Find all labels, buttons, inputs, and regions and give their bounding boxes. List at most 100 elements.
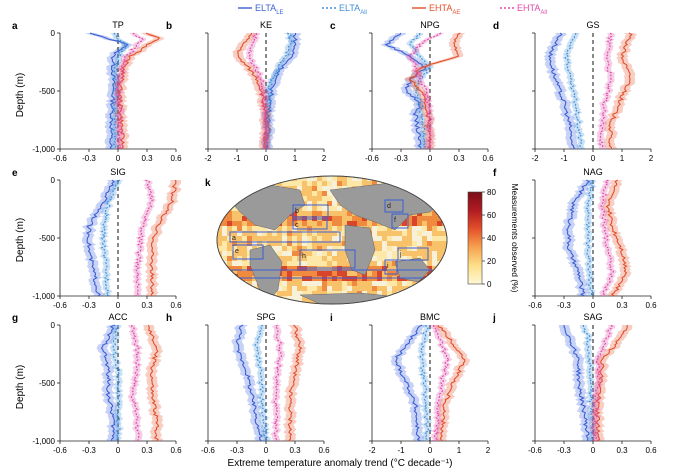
map-cell xyxy=(232,196,237,201)
map-cell xyxy=(347,281,352,286)
map-cell xyxy=(432,201,437,206)
map-cell xyxy=(307,251,312,256)
map-cell xyxy=(292,241,297,246)
map-cell xyxy=(287,246,292,251)
series-line-ehta_ae xyxy=(147,324,160,442)
colorbar-tick-label: 20 xyxy=(487,257,496,266)
map-cell xyxy=(432,191,437,196)
map-cell xyxy=(252,246,257,251)
subplot-d: -2 -1 0 1 2 GS d xyxy=(493,20,654,163)
map-cell xyxy=(217,301,222,304)
map-cell xyxy=(337,251,342,256)
map-cell xyxy=(282,286,287,291)
map-cell xyxy=(432,276,437,281)
map-cell xyxy=(307,181,312,186)
map-cell xyxy=(342,251,347,256)
map-cell xyxy=(282,301,287,304)
map-cell xyxy=(322,191,327,196)
map-cell xyxy=(422,211,427,216)
series-band-elta_le xyxy=(558,325,595,441)
x-tick-label: -0.3 xyxy=(230,446,244,455)
map-cell xyxy=(322,211,327,216)
map-cell xyxy=(252,291,257,296)
series-band-elta_all xyxy=(416,325,433,441)
y-tick-label: -1,000 xyxy=(32,145,55,154)
map-cell xyxy=(282,181,287,186)
map-cell xyxy=(217,236,222,241)
map-cell xyxy=(352,216,357,221)
map-region-box xyxy=(292,204,329,218)
x-tick-label: 1 xyxy=(457,446,462,455)
map-cell xyxy=(217,206,222,211)
series-band-elta_all xyxy=(109,325,124,441)
map-cell xyxy=(217,176,222,181)
map-cell xyxy=(222,221,227,226)
series-line-elta_all xyxy=(112,32,127,150)
subplot-letter: f xyxy=(493,168,497,179)
map-cell xyxy=(237,246,242,251)
colorbar-tick-label: 0 xyxy=(487,280,492,289)
map-cell xyxy=(417,186,422,191)
map-cell xyxy=(232,276,237,281)
map-region-box xyxy=(391,213,409,229)
x-tick-label: 0 xyxy=(116,301,121,310)
x-axis-label: Extreme temperature anomaly trend (°C de… xyxy=(228,458,453,469)
map-cell xyxy=(267,301,272,304)
map-cell xyxy=(227,261,232,266)
map-cell xyxy=(277,291,282,296)
map-cell xyxy=(322,256,327,261)
map-cell xyxy=(407,176,412,181)
map-cell xyxy=(372,286,377,291)
x-tick-label: 0.3 xyxy=(616,301,628,310)
map-cell xyxy=(382,286,387,291)
map-cell xyxy=(432,221,437,226)
map-cell xyxy=(232,226,237,231)
x-tick-label: 0 xyxy=(591,301,596,310)
map-cell xyxy=(392,231,397,236)
map-cell xyxy=(392,256,397,261)
x-tick-label: -0.3 xyxy=(82,154,96,163)
map-cell xyxy=(342,256,347,261)
map-cell xyxy=(337,211,342,216)
map-cell xyxy=(242,216,247,221)
map-cell xyxy=(342,206,347,211)
map-cell xyxy=(222,241,227,246)
map-cell xyxy=(312,256,317,261)
x-tick-label: 0.6 xyxy=(170,301,182,310)
map-cell xyxy=(222,236,227,241)
map-cell xyxy=(392,176,397,181)
map-cell xyxy=(217,231,222,236)
map-cell xyxy=(412,286,417,291)
map-region-box xyxy=(232,244,264,260)
series-line-elta_le xyxy=(86,179,116,297)
map-cell xyxy=(437,221,442,226)
y-tick-label: -500 xyxy=(39,234,56,243)
series-line-elta_le xyxy=(100,324,116,442)
map-cell xyxy=(242,241,247,246)
map-cell xyxy=(437,201,442,206)
map-cell xyxy=(292,236,297,241)
x-tick-label: 0.3 xyxy=(616,446,628,455)
map-cell xyxy=(442,176,447,181)
map-region-label: i xyxy=(387,263,389,270)
series-line-elta_le xyxy=(89,32,129,150)
map-cell xyxy=(422,236,427,241)
map-cell xyxy=(432,231,437,236)
subplot-title: BMC xyxy=(420,312,441,322)
map-cell xyxy=(327,211,332,216)
map-cell xyxy=(322,281,327,286)
map-cell xyxy=(317,206,322,211)
map-cell xyxy=(217,226,222,231)
map-region-label: d xyxy=(387,203,391,210)
series-band-ehta_all xyxy=(113,33,147,149)
map-cell xyxy=(282,221,287,226)
map-cell xyxy=(432,241,437,246)
subplot-g: 0 -500 -1,000-0.6 -0.3 0 0.3 0.6 ACC g xyxy=(12,312,182,455)
map-cell xyxy=(312,191,317,196)
map-cell xyxy=(327,196,332,201)
x-tick-label: 0 xyxy=(116,154,121,163)
map-cell xyxy=(357,286,362,291)
map-cell xyxy=(387,246,392,251)
map-cell xyxy=(317,271,322,276)
map-cell xyxy=(282,271,287,276)
